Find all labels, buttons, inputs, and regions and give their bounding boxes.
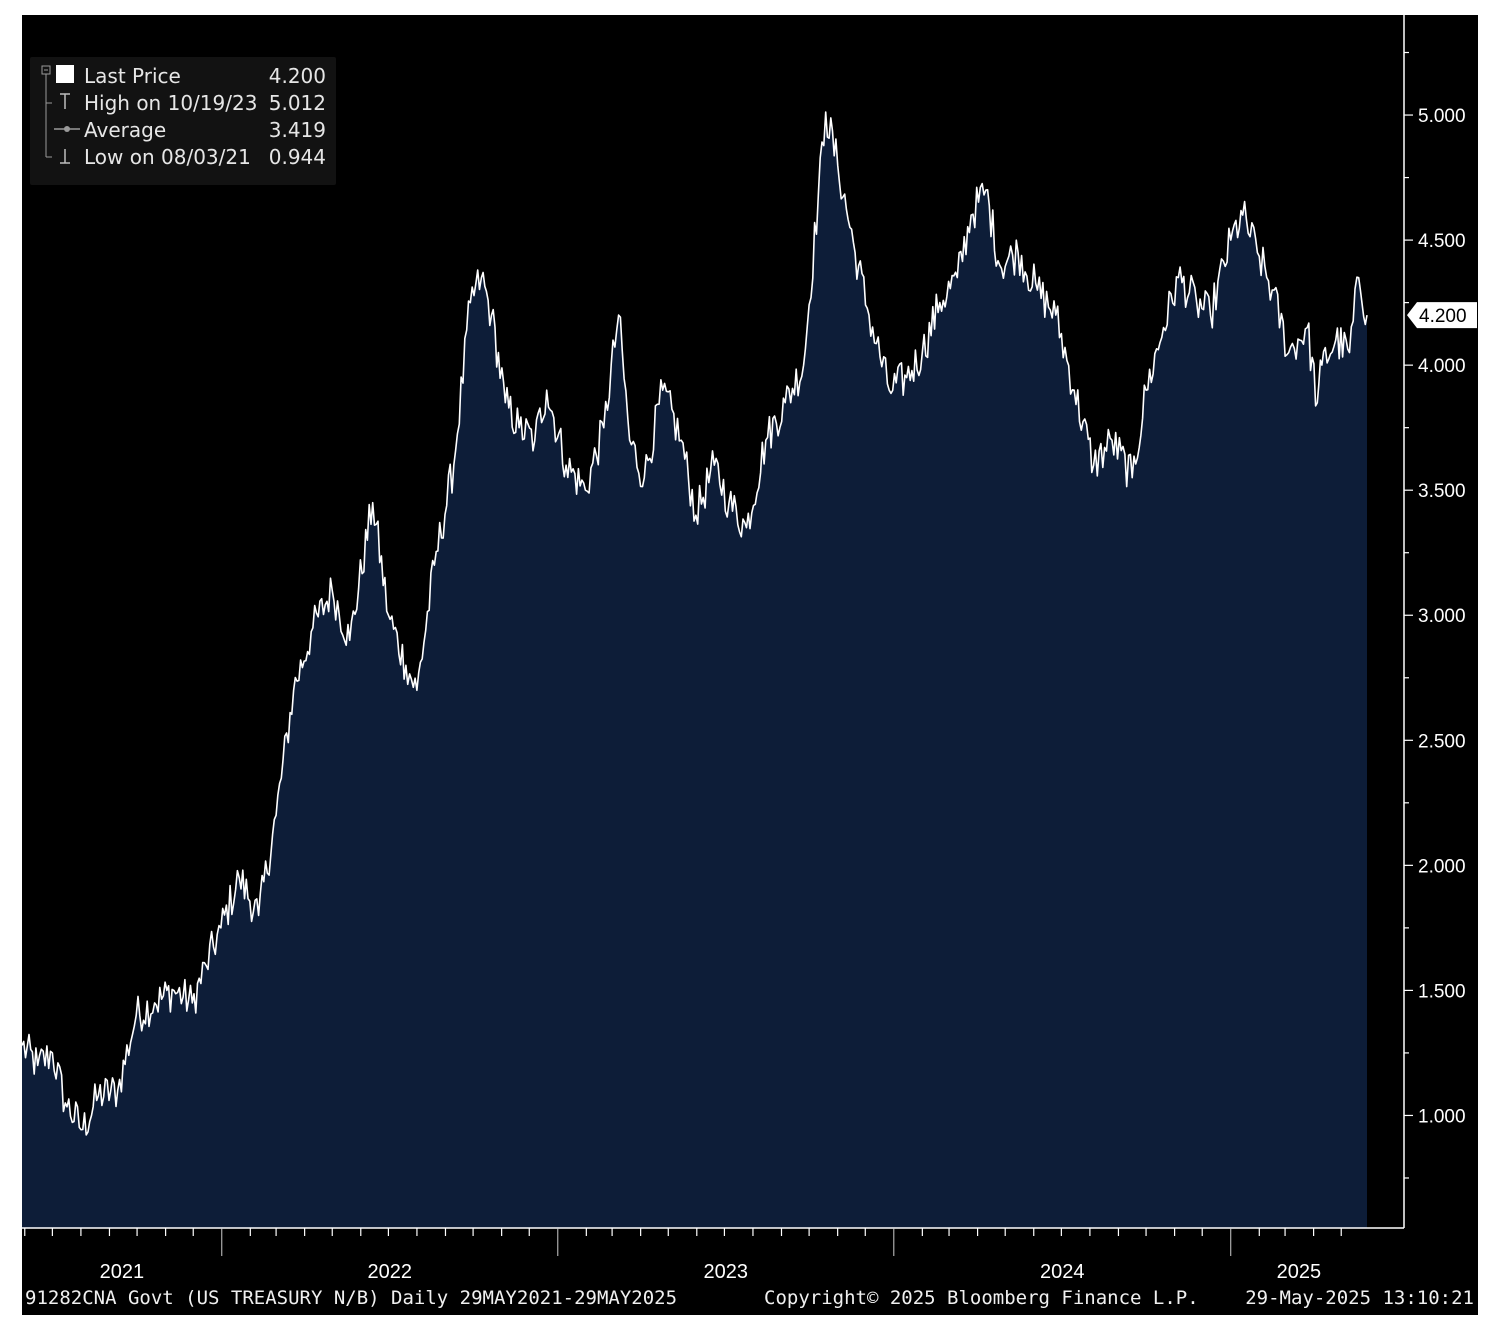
y-tick-label: 4.000	[1418, 356, 1466, 377]
footer-security-info: 91282CNA Govt (US TREASURY N/B) Daily 29…	[25, 1287, 678, 1309]
x-tick-label: 2024	[1040, 1261, 1085, 1283]
y-tick-label: 5.000	[1418, 106, 1466, 127]
y-tick-label: 1.500	[1418, 981, 1466, 1002]
legend-item-average: Average 3.419	[30, 116, 336, 143]
last-price-tag: 4.200	[1407, 302, 1477, 329]
price-chart: 1.000 1.500 2.000 2.500 3.000 3.500 4.000 4.500…	[22, 15, 1477, 1283]
average-line-icon	[45, 116, 80, 143]
legend-item-high: High on 10/19/23 5.012	[30, 89, 336, 116]
legend-value: 4.200	[268, 64, 326, 88]
y-axis: 1.000 1.500 2.000 2.500 3.000 3.500 4.000 4.500…	[1403, 15, 1466, 1228]
price-line	[22, 111, 1368, 1136]
last-price-tag-text: 4.200	[1419, 306, 1467, 327]
y-tick-label: 4.500	[1418, 231, 1466, 252]
legend-label: Average	[84, 118, 167, 142]
y-tick-label: 2.000	[1418, 856, 1466, 877]
y-tick-label: 1.000	[1418, 1106, 1466, 1127]
legend-item-low: Low on 08/03/21 0.944	[30, 143, 336, 170]
filled-square-icon	[41, 65, 74, 89]
x-axis: 2021 2022 2023 2024 2025	[22, 1227, 1404, 1283]
x-tick-label: 2023	[704, 1261, 749, 1283]
low-marker-icon	[45, 143, 70, 164]
y-tick-label: 3.500	[1418, 481, 1466, 502]
legend: Last Price 4.200 High on 10/19/23 5.012 …	[30, 57, 336, 185]
price-area-fill	[22, 112, 1367, 1228]
x-tick-label: 2025	[1277, 1261, 1322, 1283]
legend-value: 0.944	[268, 145, 326, 169]
footer-copyright: Copyright© 2025 Bloomberg Finance L.P.	[764, 1287, 1199, 1309]
footer-timestamp: 29-May-2025 13:10:21	[1245, 1287, 1474, 1309]
y-tick-label: 2.500	[1418, 731, 1466, 752]
high-marker-icon	[45, 89, 70, 116]
legend-label: High on 10/19/23	[84, 91, 258, 115]
last-price-tag-shape	[1407, 302, 1477, 329]
legend-label: Low on 08/03/21	[84, 145, 251, 169]
legend-value: 3.419	[268, 118, 326, 142]
x-tick-label: 2021	[100, 1261, 145, 1283]
y-tick-label: 3.000	[1418, 606, 1466, 627]
chart-frame: 1.000 1.500 2.000 2.500 3.000 3.500 4.000 4.500…	[22, 15, 1478, 1315]
legend-label: Last Price	[84, 64, 181, 88]
legend-item-last-price: Last Price 4.200	[30, 62, 336, 89]
legend-value: 5.012	[268, 91, 326, 115]
x-tick-label: 2022	[368, 1261, 413, 1283]
